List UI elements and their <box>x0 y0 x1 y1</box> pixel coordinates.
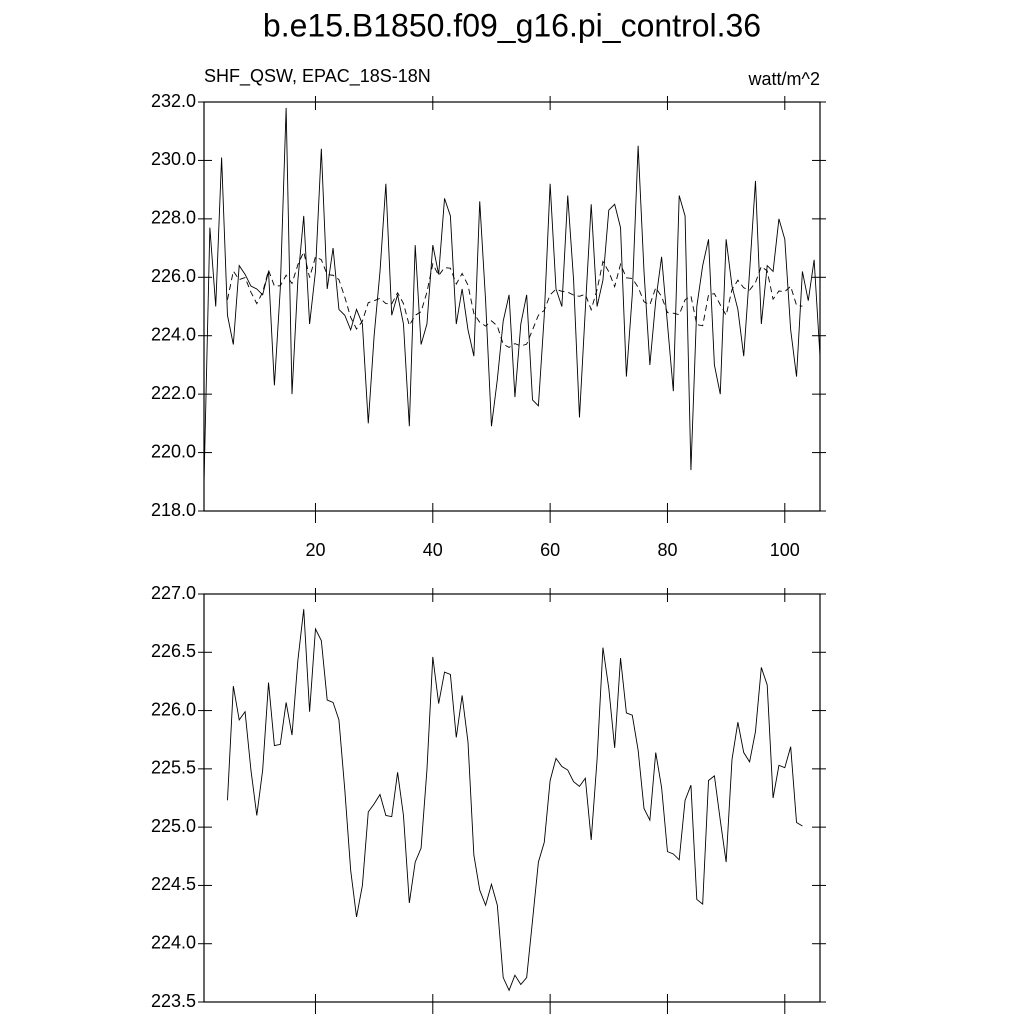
y-tick-label: 226.0 <box>151 699 196 719</box>
y-tick-label: 223.5 <box>151 991 196 1011</box>
y-tick-label: 224.5 <box>151 874 196 894</box>
y-tick-label: 222.0 <box>151 383 196 403</box>
x-tick-label: 20 <box>305 540 325 560</box>
x-tick-label: 40 <box>423 540 443 560</box>
subtitle-right: watt/m^2 <box>748 69 820 89</box>
y-tick-label: 224.0 <box>151 324 196 344</box>
y-tick-label: 225.0 <box>151 816 196 836</box>
subtitle-left: SHF_QSW, EPAC_18S-18N <box>204 66 431 87</box>
y-tick-label: 226.5 <box>151 641 196 661</box>
y-tick-label: 232.0 <box>151 91 196 111</box>
y-tick-label: 226.0 <box>151 266 196 286</box>
y-tick-label: 230.0 <box>151 149 196 169</box>
data-line <box>227 609 803 992</box>
y-tick-label: 220.0 <box>151 441 196 461</box>
y-tick-label: 224.0 <box>151 932 196 952</box>
x-tick-label: 100 <box>770 540 800 560</box>
y-tick-label: 228.0 <box>151 208 196 228</box>
plot-frame <box>203 593 821 1003</box>
x-tick-label: 80 <box>657 540 677 560</box>
x-tick-label: 60 <box>540 540 560 560</box>
y-tick-label: 225.5 <box>151 758 196 778</box>
chart-title: b.e15.B1850.f09_g16.pi_control.36 <box>263 7 761 43</box>
y-tick-label: 227.0 <box>151 583 196 603</box>
y-tick-label: 218.0 <box>151 500 196 520</box>
data-line <box>203 107 821 484</box>
data-line <box>227 250 803 348</box>
plot-frame <box>203 101 821 512</box>
